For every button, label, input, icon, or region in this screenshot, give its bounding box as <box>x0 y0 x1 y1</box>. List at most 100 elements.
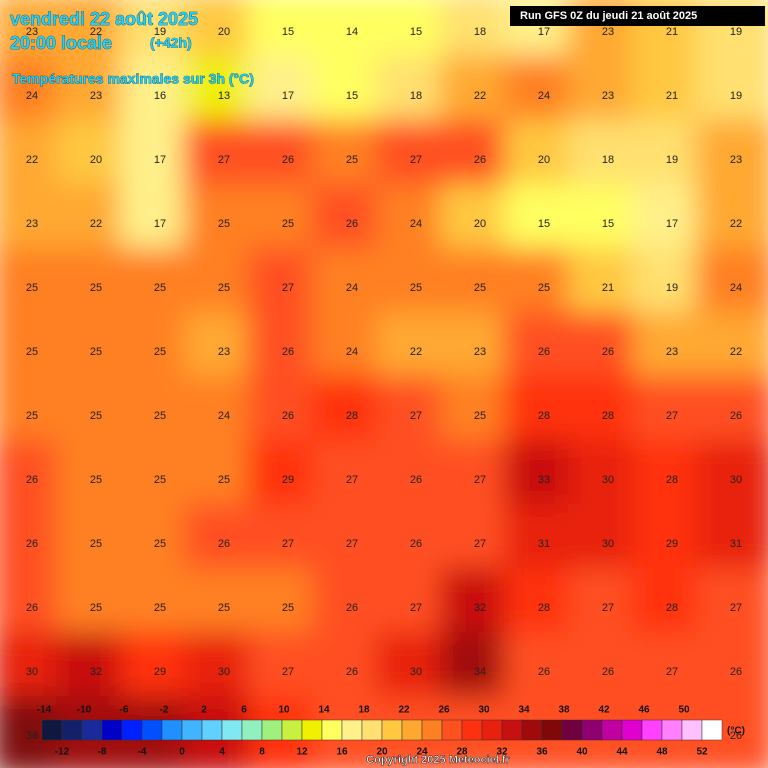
legend-label: 30 <box>478 705 490 716</box>
legend-label: 40 <box>576 747 588 758</box>
legend-label: 50 <box>678 705 690 716</box>
legend-swatch <box>301 719 323 741</box>
legend-swatch <box>101 719 123 741</box>
temperature-value: 33 <box>538 474 550 486</box>
temperature-value: 22 <box>730 218 742 230</box>
temperature-value: 32 <box>474 602 486 614</box>
temperature-value: 19 <box>666 154 678 166</box>
legend-swatch <box>281 719 303 741</box>
temperature-value: 25 <box>90 410 102 422</box>
legend-label: -4 <box>138 747 147 758</box>
temperature-value: 25 <box>154 474 166 486</box>
temperature-value: 21 <box>666 90 678 102</box>
legend-swatch <box>81 719 103 741</box>
legend-swatch <box>221 719 243 741</box>
temperature-value: 26 <box>730 730 742 742</box>
temperature-value: 22 <box>474 90 486 102</box>
temperature-value: 26 <box>26 538 38 550</box>
temperature-value: 27 <box>410 602 422 614</box>
temperature-value: 19 <box>730 90 742 102</box>
temperature-value: 30 <box>410 666 422 678</box>
legend-label: -8 <box>98 747 107 758</box>
temperature-value: 31 <box>538 538 550 550</box>
legend-swatch <box>481 719 503 741</box>
temperature-value: 26 <box>26 474 38 486</box>
temperature-value: 25 <box>282 602 294 614</box>
legend-swatch <box>601 719 623 741</box>
legend-label: 14 <box>318 705 330 716</box>
temperature-value: 27 <box>410 154 422 166</box>
copyright: Copyright 2025 Meteociel.fr <box>366 754 510 766</box>
legend: -14-12-10-8-6-4-202468101214161820222426… <box>37 705 723 758</box>
temperature-value: 26 <box>602 666 614 678</box>
legend-label: 10 <box>278 705 290 716</box>
legend-label: 22 <box>398 705 410 716</box>
subtitle: Températures maximales sur 3h (°C) <box>12 71 254 87</box>
temperature-value: 25 <box>410 282 422 294</box>
temperature-value: 23 <box>474 346 486 358</box>
temperature-value: 23 <box>730 154 742 166</box>
legend-label: 34 <box>518 705 530 716</box>
legend-label: 4 <box>219 747 225 758</box>
legend-swatch <box>201 719 223 741</box>
legend-label: 48 <box>656 747 668 758</box>
temperature-value: 34 <box>474 666 486 678</box>
temperature-value: 25 <box>154 410 166 422</box>
temperature-value: 24 <box>410 218 422 230</box>
legend-label: 32 <box>496 747 508 758</box>
temperature-value: 23 <box>602 90 614 102</box>
temperature-value: 28 <box>346 410 358 422</box>
temperature-value: 26 <box>282 154 294 166</box>
temperature-value: 21 <box>666 26 678 38</box>
temperature-value: 15 <box>538 218 550 230</box>
temperature-value: 27 <box>346 474 358 486</box>
temperature-value: 29 <box>666 538 678 550</box>
temperature-value: 27 <box>666 410 678 422</box>
legend-swatch <box>261 719 283 741</box>
legend-swatch <box>641 719 663 741</box>
temperature-value: 17 <box>666 218 678 230</box>
temperature-value: 26 <box>346 666 358 678</box>
legend-swatch <box>401 719 423 741</box>
temperature-value: 26 <box>218 538 230 550</box>
temperature-value: 18 <box>410 90 422 102</box>
legend-label: 42 <box>598 705 610 716</box>
temperature-value: 25 <box>90 346 102 358</box>
legend-swatch <box>121 719 143 741</box>
temperature-value: 22 <box>90 26 102 38</box>
temperature-value: 15 <box>602 218 614 230</box>
temperature-value: 14 <box>346 26 358 38</box>
legend-label: 2 <box>201 705 207 716</box>
legend-swatch <box>321 719 343 741</box>
temperature-value: 27 <box>730 602 742 614</box>
legend-label: -10 <box>77 705 92 716</box>
temperature-value: 20 <box>218 26 230 38</box>
temperature-value: 23 <box>26 218 38 230</box>
temperature-value: 16 <box>154 90 166 102</box>
temperature-value: 27 <box>666 666 678 678</box>
temperature-value: 26 <box>602 346 614 358</box>
temperature-value: 23 <box>90 90 102 102</box>
temperature-value: 19 <box>666 282 678 294</box>
date: vendredi 22 août 2025 <box>10 9 198 29</box>
temperature-value: 27 <box>474 538 486 550</box>
temperature-value: 18 <box>602 154 614 166</box>
legend-label: 44 <box>616 747 628 758</box>
temperature-value: 26 <box>282 410 294 422</box>
temperature-value: 17 <box>282 90 294 102</box>
legend-label: 16 <box>336 747 348 758</box>
temperature-value: 27 <box>282 282 294 294</box>
legend-swatch <box>181 719 203 741</box>
legend-label: 36 <box>536 747 548 758</box>
legend-swatch <box>661 719 683 741</box>
temperature-value: 26 <box>474 154 486 166</box>
temperature-value: 28 <box>538 602 550 614</box>
temperature-value: 25 <box>218 474 230 486</box>
temperature-value: 22 <box>730 346 742 358</box>
temperature-value: 24 <box>346 282 358 294</box>
legend-label: 12 <box>296 747 308 758</box>
temperature-value: 25 <box>474 282 486 294</box>
temperature-value: 26 <box>282 346 294 358</box>
temperature-value: 25 <box>26 410 38 422</box>
temperature-value: 25 <box>154 282 166 294</box>
